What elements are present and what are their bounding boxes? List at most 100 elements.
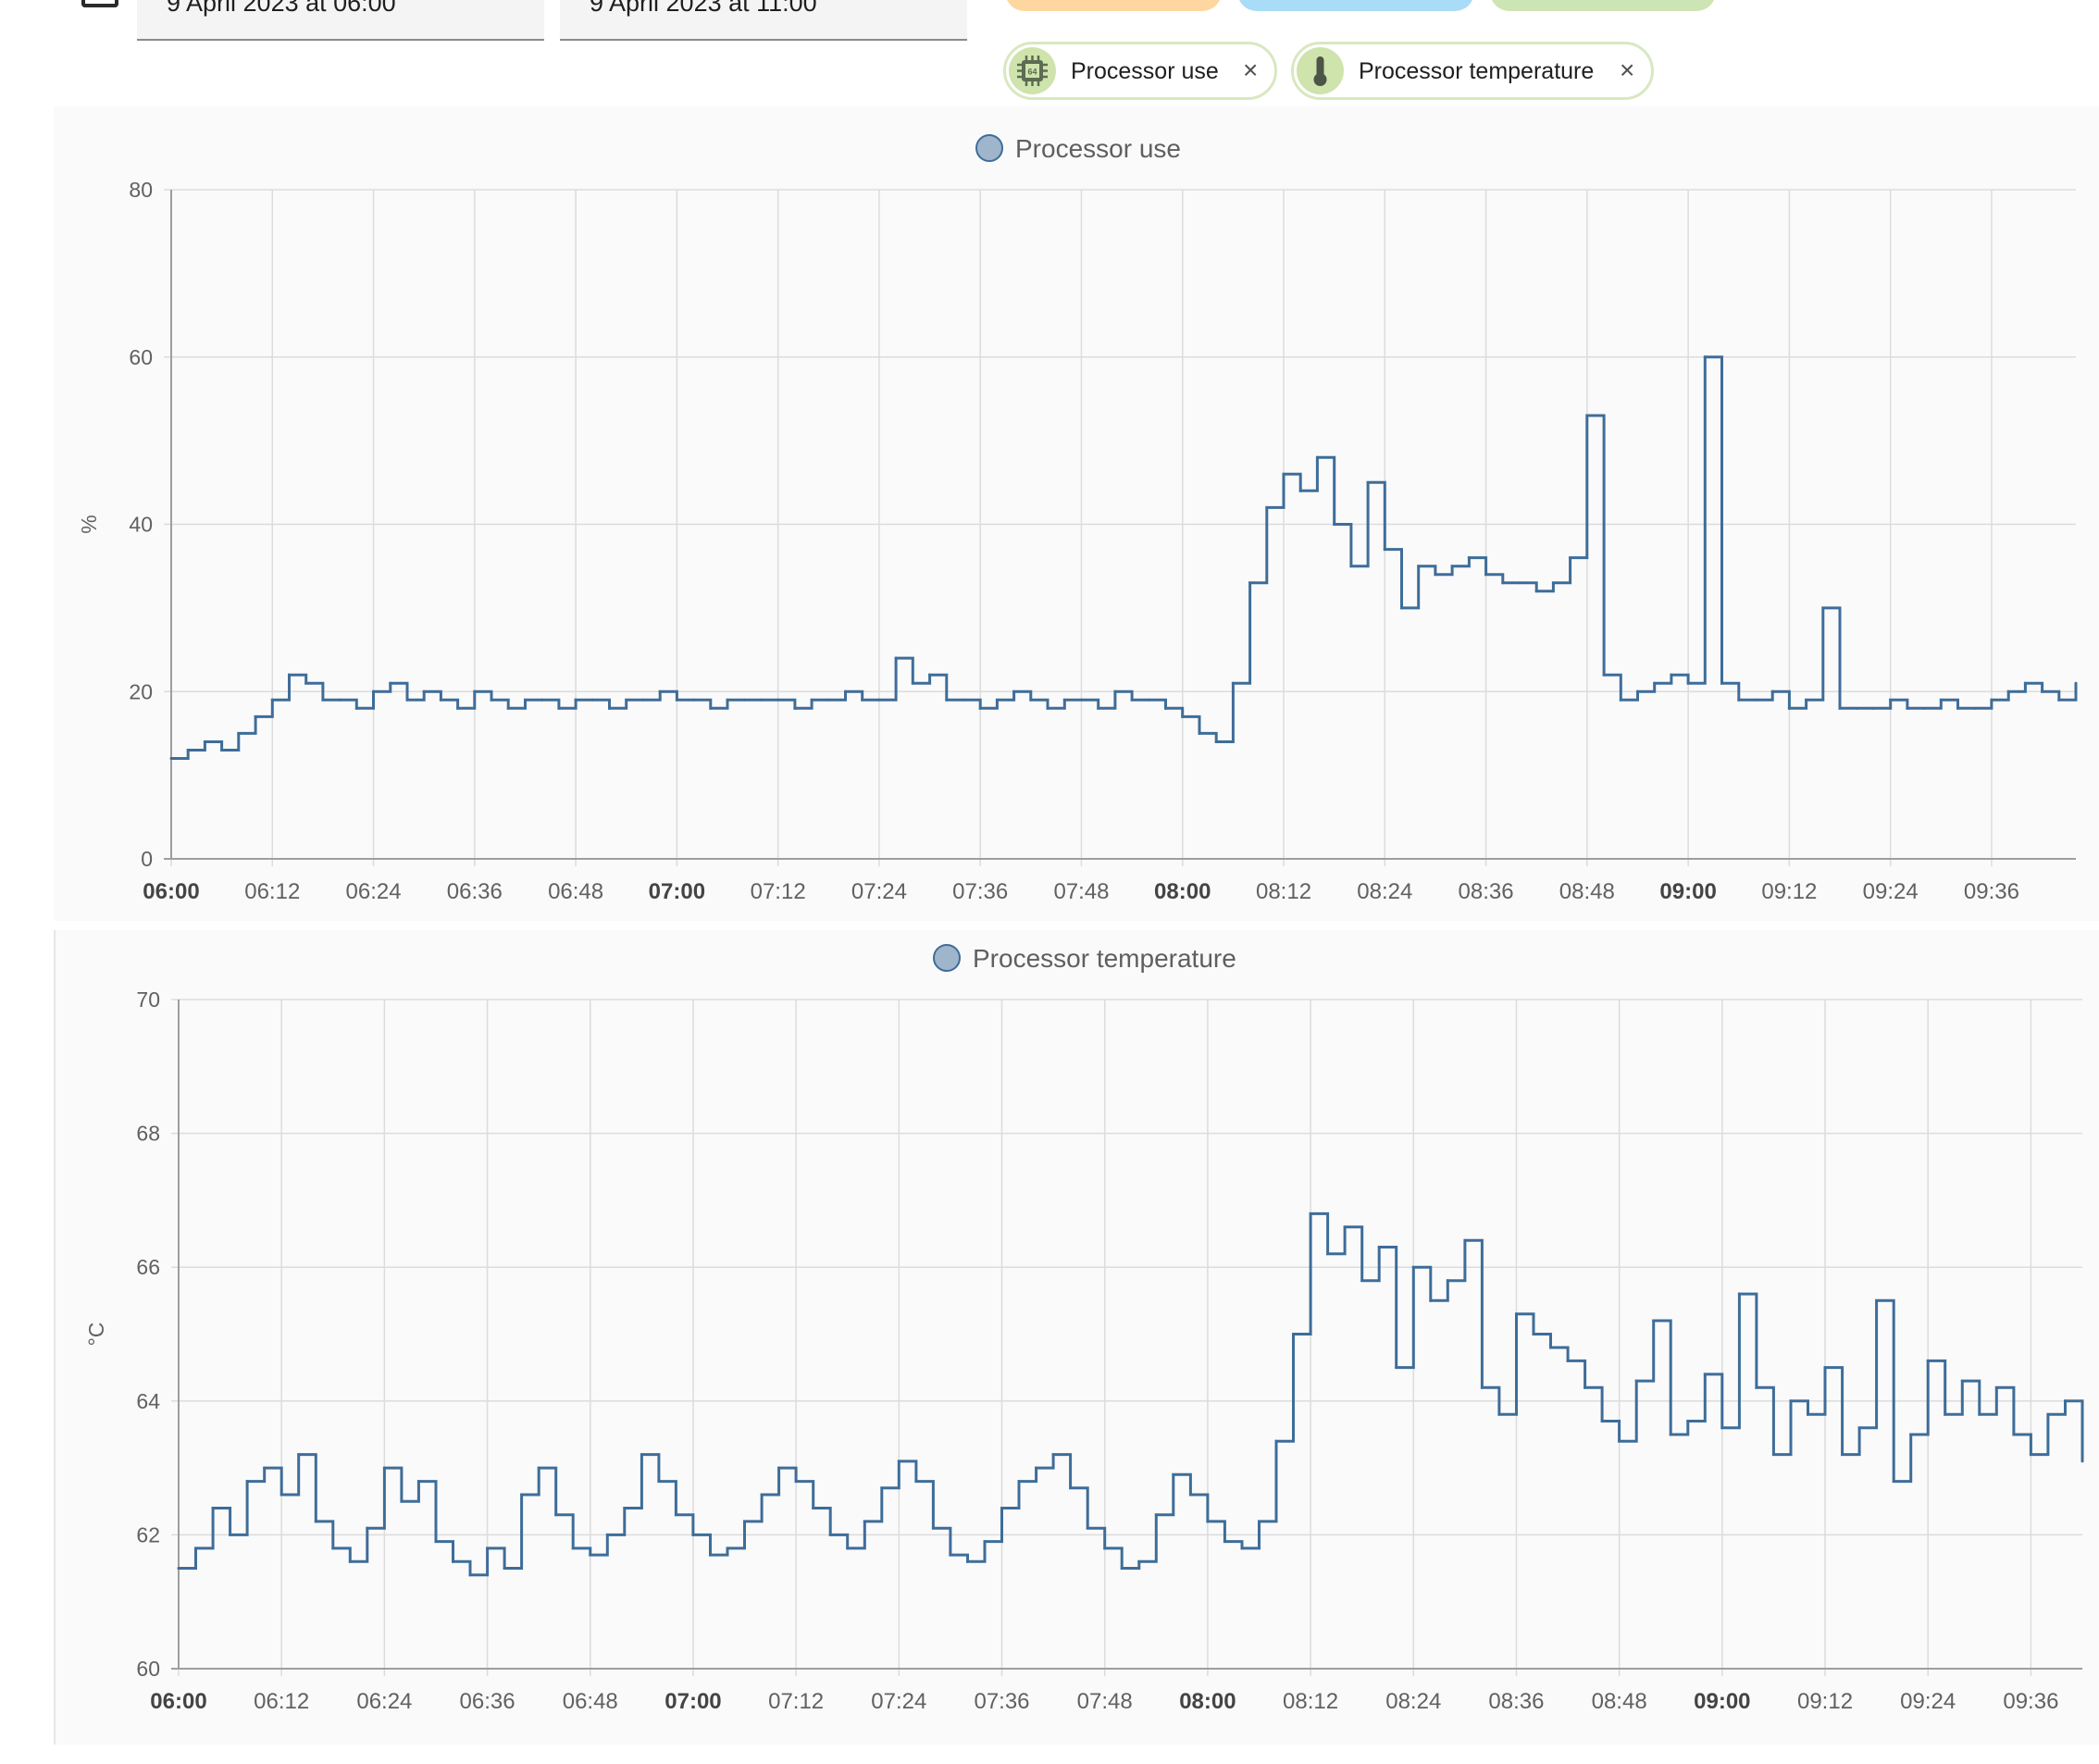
x-tick-label: 06:36	[447, 879, 503, 904]
calendar-icon[interactable]	[81, 0, 118, 7]
x-tick-label: 09:36	[2003, 1689, 2058, 1714]
remove-chip-processor-temperature-close-icon[interactable]: ×	[1620, 56, 1634, 85]
data-point	[1232, 682, 1235, 685]
x-tick-label: 06:36	[460, 1689, 515, 1714]
data-point	[861, 699, 863, 702]
entity-chip-top-2[interactable]	[1237, 0, 1474, 11]
x-tick-label: 07:48	[1077, 1689, 1133, 1714]
x-tick-label: 08:36	[1488, 1689, 1544, 1714]
data-point	[2012, 1433, 2015, 1435]
x-tick-label: 06:48	[548, 879, 603, 904]
data-point	[1326, 1252, 1329, 1255]
data-point	[761, 1494, 764, 1497]
data-point	[640, 1453, 643, 1456]
data-point	[1636, 690, 1639, 693]
entity-chip-top-1[interactable]	[1005, 0, 1222, 11]
x-tick-label: 06:00	[143, 879, 199, 904]
data-point	[932, 1527, 935, 1530]
processor-temperature-chart-card: 60 62 64 66 68 70 06:00 06:12 06:24 06:36 06:48 07:…	[54, 930, 2099, 1745]
data-point	[1585, 415, 1588, 417]
x-tick-label: 08:00	[1154, 879, 1211, 904]
data-point	[996, 699, 999, 702]
data-point	[178, 1567, 180, 1570]
legend[interactable]: Processor use	[976, 134, 1181, 163]
data-point	[503, 1567, 506, 1570]
end-date-field[interactable]: 9 April 2023 at 11:00	[560, 0, 967, 41]
x-tick-label: 07:00	[664, 1689, 721, 1714]
y-tick-label: 20	[129, 679, 153, 703]
chip-processor-temperature[interactable]: Processor temperature ×	[1291, 42, 1654, 100]
data-point	[1754, 699, 1757, 702]
x-tick-label: 08:24	[1357, 879, 1412, 904]
data-point	[1824, 1366, 1827, 1369]
data-point	[491, 699, 493, 702]
data-point	[1316, 456, 1319, 459]
data-point	[1063, 699, 1066, 702]
data-point	[1069, 1486, 1072, 1489]
data-point	[237, 732, 240, 735]
data-point	[1771, 690, 1774, 693]
data-point	[743, 699, 746, 702]
x-tick-label: 08:00	[1179, 1689, 1236, 1714]
data-point	[1601, 1420, 1604, 1422]
data-point	[1618, 1440, 1621, 1443]
remove-chip-processor-use-close-icon[interactable]: ×	[1243, 56, 1258, 85]
data-point	[1515, 1312, 1518, 1315]
data-point	[1080, 699, 1083, 702]
data-point	[246, 1480, 249, 1483]
data-point	[187, 749, 190, 752]
x-tick-label: 06:24	[346, 879, 402, 904]
x-tick-label: 07:00	[649, 879, 705, 904]
data-point	[1620, 699, 1622, 702]
data-point	[1447, 1279, 1449, 1282]
data-point	[877, 699, 880, 702]
data-point	[1378, 1246, 1381, 1248]
data-point	[339, 699, 342, 702]
data-point	[1584, 1386, 1586, 1389]
data-point	[1720, 682, 1723, 685]
data-point	[1549, 1346, 1552, 1348]
data-point	[1429, 1299, 1432, 1302]
data-point	[1909, 1433, 1912, 1435]
legend[interactable]: Processor temperature	[934, 944, 1236, 973]
data-point	[1395, 1366, 1397, 1369]
entity-chip-top-3[interactable]	[1490, 0, 1716, 11]
y-tick-label: 70	[136, 988, 160, 1012]
data-point	[212, 1507, 215, 1509]
data-point	[1310, 1212, 1312, 1215]
data-point	[1569, 556, 1571, 559]
data-point	[2075, 682, 2078, 685]
data-point	[1501, 581, 1504, 584]
data-point	[366, 1527, 368, 1530]
data-point	[1258, 1520, 1261, 1522]
data-point	[1097, 707, 1099, 710]
data-point	[641, 699, 644, 702]
data-point	[1841, 1453, 1844, 1456]
data-point	[1215, 740, 1218, 743]
data-point	[1927, 1360, 1930, 1362]
data-point	[709, 1554, 712, 1557]
data-point	[1121, 1567, 1124, 1570]
data-point	[1412, 1266, 1415, 1269]
data-point	[1047, 707, 1050, 710]
data-point	[676, 699, 678, 702]
data-point	[204, 740, 206, 743]
data-point	[331, 1547, 334, 1549]
data-point	[793, 707, 796, 710]
start-date-field[interactable]: 9 April 2023 at 06:00	[137, 0, 544, 41]
data-point	[405, 699, 408, 702]
data-point	[507, 707, 510, 710]
data-point	[1181, 715, 1184, 718]
end-date-value: 9 April 2023 at 11:00	[590, 0, 817, 18]
data-point	[271, 699, 274, 702]
x-tick-label: 09:36	[1964, 879, 2019, 904]
x-tick-label: 08:12	[1283, 1689, 1338, 1714]
data-point	[1670, 1433, 1672, 1435]
data-point	[827, 699, 830, 702]
data-point	[440, 699, 442, 702]
data-point	[280, 1494, 283, 1497]
data-point	[1923, 707, 1926, 710]
processor-use-chart: 0 20 40 60 80 06:00 06:12 06:24 06:36 06:48 07:00 0…	[54, 106, 2099, 921]
x-tick-label: 09:00	[1694, 1689, 1750, 1714]
chip-processor-use[interactable]: 64 Processor use ×	[1003, 42, 1277, 100]
